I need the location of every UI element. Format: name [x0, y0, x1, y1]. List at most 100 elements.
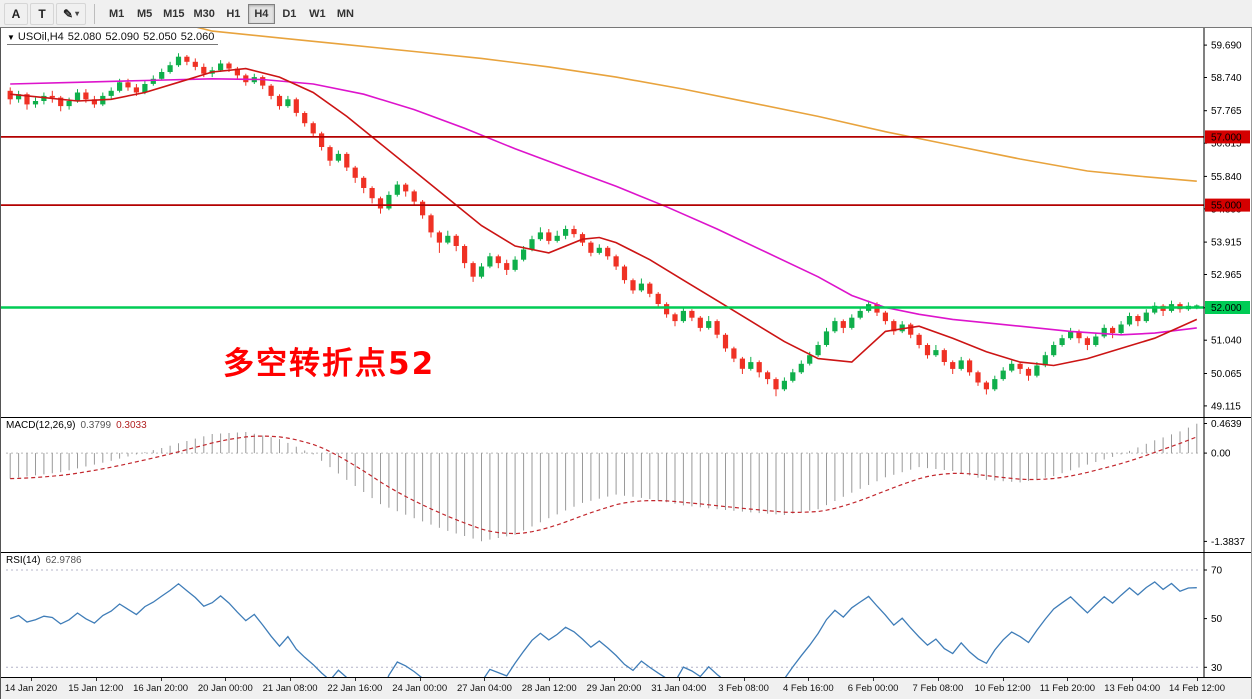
font-tool-button[interactable]: A [4, 2, 28, 25]
price-axis-label: 51.040 [1211, 336, 1242, 347]
time-label: 7 Feb 08:00 [912, 683, 964, 694]
price-axis-label: 50.065 [1211, 369, 1242, 380]
toolbar-separator [94, 3, 96, 24]
time-label: 27 Jan 04:00 [456, 683, 512, 694]
time-tick [290, 678, 292, 681]
macd-panel[interactable]: 0.4639 0.00 -1.3837 MACD(12,26,9) 0.3799 0.3… [1, 418, 1251, 553]
rsi-value: 62.9786 [45, 555, 82, 566]
svg-text:55.000: 55.000 [1211, 201, 1242, 212]
price-axis-label: 59.690 [1211, 41, 1242, 52]
macd-main-value: 0.3799 [80, 420, 112, 431]
chevron-down-icon: ▾ [75, 9, 80, 18]
rsi-axis-label: 30 [1211, 663, 1223, 674]
collapse-triangle-icon[interactable]: ▼ [7, 33, 15, 42]
macd-axis-label: -1.3837 [1211, 537, 1245, 548]
rsi-panel[interactable]: 70 50 30 RSI(14) 62.9786 [1, 553, 1251, 678]
time-label: 31 Jan 04:00 [651, 683, 707, 694]
time-axis[interactable]: 14 Jan 2020 15 Jan 12:00 16 Jan 20:00 20 Ja… [1, 678, 1251, 699]
time-tick [160, 678, 162, 681]
time-tick [743, 678, 745, 681]
chart-region: 59.69058.74057.76556.81555.84054.89053.9… [0, 28, 1252, 699]
price-badge-52.000 [1205, 301, 1250, 314]
ma-line-fast [10, 67, 1198, 367]
time-tick [549, 678, 551, 681]
timeframe-button-d1[interactable]: D1 [276, 4, 303, 24]
time-tick [484, 678, 486, 681]
pencil-icon: ✎ [63, 6, 74, 21]
rsi-canvas[interactable]: 70 50 30 [1, 553, 1251, 677]
time-tick [1132, 678, 1134, 681]
price-chart-canvas[interactable]: 59.69058.74057.76556.81555.84054.89053.9… [1, 28, 1251, 417]
price-badge-55.000 [1205, 198, 1250, 212]
time-label: 20 Jan 00:00 [197, 683, 253, 694]
chart-header: ▼ USOil,H4 52.080 52.090 52.050 52.060 [7, 31, 219, 45]
timeframe-button-h1[interactable]: H1 [220, 4, 247, 24]
time-tick [937, 678, 939, 681]
time-label: 10 Feb 12:00 [974, 683, 1031, 694]
price-axis-label: 55.840 [1211, 172, 1242, 183]
time-label: 4 Feb 16:00 [782, 683, 834, 694]
rsi-label: RSI(14) 62.9786 [6, 555, 87, 566]
macd-axis-label: 0.00 [1211, 449, 1231, 460]
symbol-label: USOil,H4 [17, 31, 64, 43]
timeframe-button-m30[interactable]: M30 [189, 4, 218, 24]
draw-tool-dropdown-button[interactable]: ✎ ▾ [56, 2, 87, 25]
time-tick [873, 678, 875, 681]
time-tick [354, 678, 356, 681]
time-label: 14 Feb 12:00 [1169, 683, 1225, 694]
ohlc-open: 52.080 [67, 31, 102, 43]
chart-annotation-text: 多空转折点52 [223, 346, 436, 382]
time-label: 22 Jan 16:00 [327, 683, 383, 694]
ma-line-medium [10, 77, 1197, 336]
price-axis-label: 52.965 [1211, 270, 1242, 281]
ohlc-high: 52.090 [105, 31, 140, 43]
time-tick [1067, 678, 1069, 681]
time-tick [225, 678, 227, 681]
time-tick [31, 678, 32, 681]
svg-text:52.000: 52.000 [1211, 303, 1242, 314]
timeframe-button-w1[interactable]: W1 [304, 4, 331, 24]
price-axis-label: 49.115 [1211, 401, 1241, 412]
price-chart-panel[interactable]: 59.69058.74057.76556.81555.84054.89053.9… [1, 28, 1251, 418]
time-label: 24 Jan 00:00 [392, 683, 448, 694]
rsi-axis-label: 70 [1211, 566, 1223, 577]
timeframe-button-m1[interactable]: M1 [103, 4, 130, 24]
time-label: 13 Feb 04:00 [1104, 683, 1161, 694]
time-label: 6 Feb 00:00 [847, 683, 899, 694]
time-tick [419, 678, 421, 681]
time-tick [678, 678, 680, 681]
text-tool-button[interactable]: T [30, 2, 54, 25]
price-axis-label: 56.815 [1211, 139, 1242, 150]
price-axis-label: 58.740 [1211, 73, 1242, 84]
timeframe-button-group: M1 M5 M15 M30 H1 H4 D1 W1 MN [103, 3, 359, 24]
time-tick [614, 678, 615, 681]
time-tick [808, 678, 810, 681]
ohlc-low: 52.050 [143, 31, 177, 43]
time-tick [1197, 678, 1198, 681]
rsi-name: RSI(14) [6, 555, 41, 566]
price-axis-label: 53.915 [1211, 238, 1242, 249]
rsi-line [9, 581, 1197, 677]
time-label: 21 Jan 08:00 [262, 683, 318, 694]
time-label: 11 Feb 20:00 [1039, 683, 1096, 694]
time-label: 16 Jan 20:00 [133, 683, 189, 694]
time-label: 29 Jan 20:00 [586, 683, 642, 694]
top-toolbar: A T ✎ ▾ M1 M5 M15 M30 H1 H4 D1 W1 MN [0, 0, 1252, 28]
ma-line-slow [196, 28, 1197, 182]
timeframe-button-m5[interactable]: M5 [131, 4, 158, 24]
time-label: 28 Jan 12:00 [521, 683, 577, 694]
time-label: 3 Feb 08:00 [718, 683, 769, 694]
candlestick-series [7, 53, 1200, 397]
macd-label: MACD(12,26,9) 0.3799 0.3033 [6, 420, 152, 431]
timeframe-button-h4[interactable]: H4 [247, 3, 275, 24]
time-label: 14 Jan 2020 [4, 683, 58, 694]
rsi-axis-label: 50 [1211, 614, 1223, 625]
ohlc-close: 52.060 [180, 31, 215, 43]
macd-axis-label: 0.4639 [1211, 419, 1242, 430]
timeframe-button-mn[interactable]: MN [332, 4, 359, 24]
macd-canvas[interactable]: 0.4639 0.00 -1.3837 [1, 418, 1251, 552]
macd-signal-line [10, 435, 1198, 535]
timeframe-button-m15[interactable]: M15 [159, 4, 188, 24]
macd-histogram [9, 423, 1198, 542]
